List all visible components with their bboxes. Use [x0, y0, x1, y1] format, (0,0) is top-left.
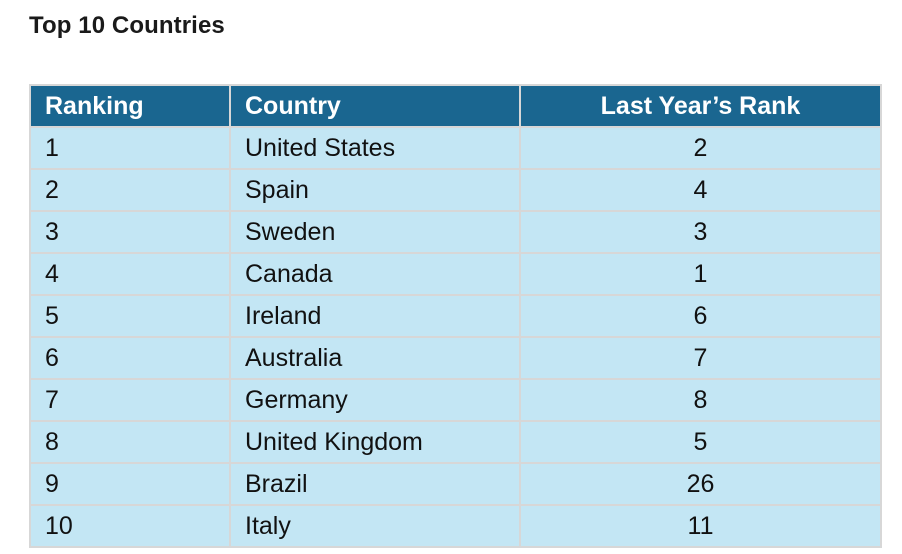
column-header-country: Country [229, 84, 521, 128]
table-row: 8 United Kingdom 5 [29, 420, 882, 464]
column-header-last-year-rank: Last Year’s Rank [519, 84, 882, 128]
country-cell: Canada [229, 252, 521, 296]
country-cell: Spain [229, 168, 521, 212]
country-cell: Italy [229, 504, 521, 548]
table-row: 7 Germany 8 [29, 378, 882, 422]
ranking-cell: 8 [29, 420, 231, 464]
country-cell: Australia [229, 336, 521, 380]
table-row: 1 United States 2 [29, 126, 882, 170]
last-year-rank-cell: 1 [519, 252, 882, 296]
ranking-cell: 5 [29, 294, 231, 338]
ranking-cell: 3 [29, 210, 231, 254]
country-cell: United States [229, 126, 521, 170]
table-row: 10 Italy 11 [29, 504, 882, 548]
countries-table: Ranking Country Last Year’s Rank 1 Unite… [29, 84, 882, 548]
ranking-cell: 7 [29, 378, 231, 422]
last-year-rank-cell: 11 [519, 504, 882, 548]
ranking-cell: 6 [29, 336, 231, 380]
table-header-row: Ranking Country Last Year’s Rank [29, 84, 882, 128]
country-cell: Germany [229, 378, 521, 422]
last-year-rank-cell: 26 [519, 462, 882, 506]
table-row: 4 Canada 1 [29, 252, 882, 296]
last-year-rank-cell: 4 [519, 168, 882, 212]
last-year-rank-cell: 3 [519, 210, 882, 254]
ranking-cell: 9 [29, 462, 231, 506]
last-year-rank-cell: 2 [519, 126, 882, 170]
last-year-rank-cell: 6 [519, 294, 882, 338]
last-year-rank-cell: 7 [519, 336, 882, 380]
table-row: 3 Sweden 3 [29, 210, 882, 254]
country-cell: Sweden [229, 210, 521, 254]
last-year-rank-cell: 8 [519, 378, 882, 422]
table-row: 6 Australia 7 [29, 336, 882, 380]
table-row: 5 Ireland 6 [29, 294, 882, 338]
ranking-cell: 10 [29, 504, 231, 548]
ranking-cell: 2 [29, 168, 231, 212]
country-cell: United Kingdom [229, 420, 521, 464]
ranking-cell: 1 [29, 126, 231, 170]
table-row: 9 Brazil 26 [29, 462, 882, 506]
table-row: 2 Spain 4 [29, 168, 882, 212]
country-cell: Ireland [229, 294, 521, 338]
last-year-rank-cell: 5 [519, 420, 882, 464]
ranking-cell: 4 [29, 252, 231, 296]
country-cell: Brazil [229, 462, 521, 506]
column-header-ranking: Ranking [29, 84, 231, 128]
page-title: Top 10 Countries [29, 12, 225, 39]
